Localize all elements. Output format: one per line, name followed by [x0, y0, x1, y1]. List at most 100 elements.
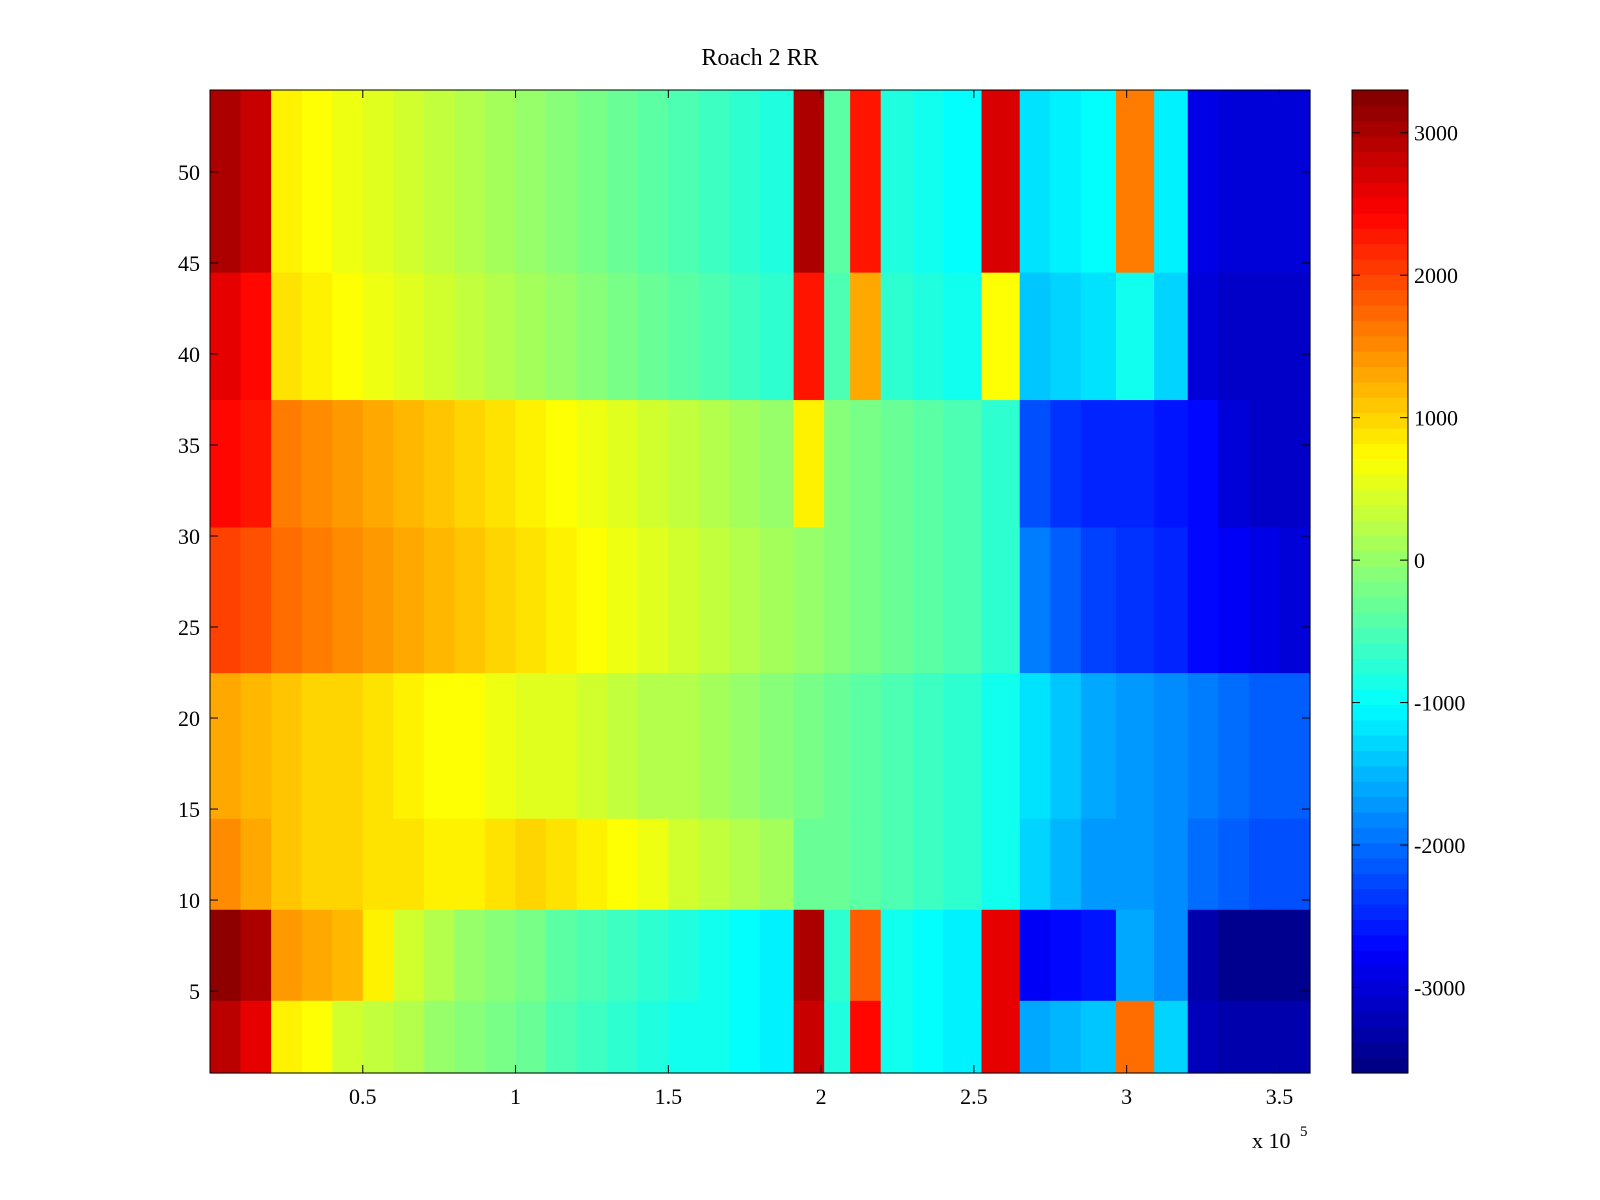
heatmap-cell [1115, 526, 1155, 674]
heatmap-cell [485, 526, 517, 674]
heatmap-cell [1218, 909, 1250, 1001]
heatmap-cell [454, 672, 486, 819]
heatmap-cell [607, 90, 639, 273]
heatmap-cell [981, 909, 1021, 1001]
heatmap-cell [607, 526, 639, 674]
heatmap-cell [1080, 272, 1117, 401]
heatmap-cell [607, 909, 639, 1001]
y-tick-label: 40 [178, 342, 200, 367]
heatmap-cell [850, 90, 882, 273]
heatmap-cell [240, 526, 272, 674]
heatmap-cell [393, 909, 425, 1001]
heatmap-cell [1080, 672, 1117, 819]
heatmap-cell [515, 399, 547, 528]
colorbar-segment [1352, 904, 1408, 921]
heatmap-cell [1115, 90, 1155, 273]
colorbar-segment [1352, 596, 1408, 613]
heatmap-cell [515, 90, 547, 273]
heatmap-cell [393, 672, 425, 819]
heatmap-cell [1187, 909, 1219, 1001]
colorbar-segment [1352, 151, 1408, 168]
heatmap-cell [880, 672, 914, 819]
heatmap-cell [607, 399, 639, 528]
heatmap-cell [485, 1000, 517, 1074]
heatmap-cell [454, 90, 486, 273]
colorbar-segment [1352, 735, 1408, 752]
colorbar-segment [1352, 427, 1408, 444]
heatmap-cell [210, 399, 242, 528]
heatmap-cell [1248, 272, 1281, 401]
heatmap-cell [793, 909, 825, 1001]
heatmap-cell [1115, 399, 1155, 528]
heatmap-cell [943, 399, 983, 528]
heatmap-cell [301, 672, 333, 819]
heatmap-cell [454, 909, 486, 1001]
heatmap-cell [576, 672, 608, 819]
heatmap-cell [1115, 909, 1155, 1001]
heatmap-cell [943, 818, 983, 910]
heatmap-cell [1019, 1000, 1051, 1074]
colorbar-segment [1352, 305, 1408, 321]
colorbar-segment [1352, 996, 1408, 1013]
heatmap-cell [576, 272, 608, 401]
heatmap-cell [607, 672, 639, 819]
heatmap-cell [1050, 818, 1082, 910]
x-exponent-label: x 10 [1252, 1128, 1291, 1153]
heatmap-cell [240, 272, 272, 401]
heatmap-cell [210, 1000, 242, 1074]
heatmap-cell [637, 818, 669, 910]
heatmap-cell [332, 272, 364, 401]
colorbar-segment [1352, 197, 1408, 214]
colorbar-segment [1352, 243, 1408, 260]
heatmap-cell [393, 818, 425, 910]
heatmap-cell [210, 818, 242, 910]
colorbar-segment [1352, 289, 1408, 306]
heatmap-cell [912, 399, 944, 528]
heatmap-cell [793, 672, 825, 819]
heatmap-cell [607, 272, 639, 401]
heatmap-cell [1050, 90, 1082, 273]
heatmap-cell [423, 90, 456, 273]
colorbar-segment [1352, 136, 1408, 153]
colorbar-segment [1352, 1026, 1408, 1043]
heatmap-cell [668, 909, 700, 1001]
y-tick-label: 45 [178, 251, 200, 276]
heatmap-cell [332, 526, 364, 674]
heatmap-cell [1279, 1000, 1311, 1074]
heatmap-cell [1248, 672, 1281, 819]
heatmap-cell [824, 90, 851, 273]
heatmap-cell [981, 526, 1021, 674]
colorbar-segment [1352, 689, 1408, 705]
heatmap-cell [1115, 1000, 1155, 1074]
plot-frame [209, 89, 1311, 1074]
heatmap-cell [423, 399, 456, 528]
chart-title: Roach 2 RR [701, 45, 818, 71]
heatmap-cell [332, 1000, 364, 1074]
heatmap-cell [362, 399, 394, 528]
heatmap-cell [1187, 1000, 1219, 1074]
heatmap-cell [515, 909, 547, 1001]
heatmap-cell [637, 272, 669, 401]
heatmap-cell [850, 526, 882, 674]
colorbar-segment [1352, 919, 1408, 936]
heatmap-cell [393, 399, 425, 528]
colorbar-frame [1351, 89, 1409, 1074]
heatmap-cell [668, 672, 700, 819]
colorbar-segment [1352, 1011, 1408, 1028]
heatmap-cell [210, 272, 242, 401]
heatmap-cell [1080, 909, 1117, 1001]
heatmap-cell [1279, 399, 1311, 528]
heatmap-cell [729, 909, 761, 1001]
heatmap-cell [1279, 90, 1311, 273]
colorbar-segment [1352, 934, 1408, 951]
colorbar-segment [1352, 658, 1408, 675]
heatmap-cell [1248, 526, 1281, 674]
heatmap-cell [485, 909, 517, 1001]
heatmap-cell [271, 909, 303, 1001]
heatmap-cell [301, 272, 333, 401]
heatmap-cell [760, 818, 795, 910]
colorbar-segment [1352, 627, 1408, 644]
heatmap-cell [1279, 909, 1311, 1001]
heatmap-cell [698, 90, 731, 273]
